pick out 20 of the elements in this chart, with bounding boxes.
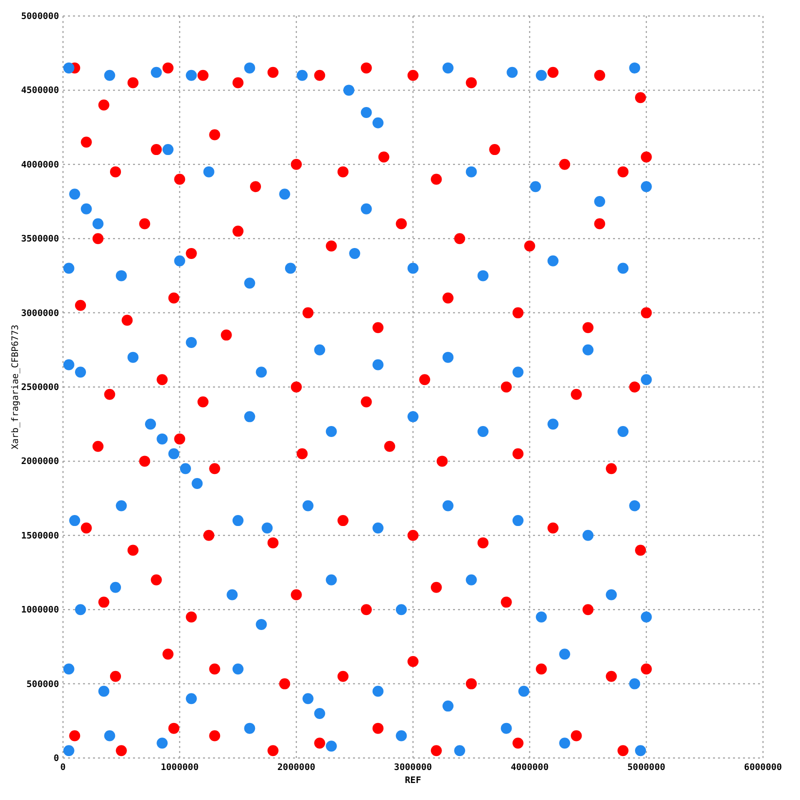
y-tick-label: 1500000 bbox=[21, 531, 59, 542]
y-tick-label: 4000000 bbox=[21, 160, 59, 170]
y-tick-label: 3000000 bbox=[21, 308, 59, 319]
y-tick-label: 4500000 bbox=[21, 86, 59, 96]
y-tick-label: 0 bbox=[54, 754, 59, 764]
y-tick-label: 2500000 bbox=[21, 383, 59, 393]
y-tick-label: 5000000 bbox=[21, 12, 59, 22]
x-tick-label: 5000000 bbox=[627, 763, 666, 773]
x-tick-label: 2000000 bbox=[277, 763, 316, 773]
x-tick-label: 3000000 bbox=[394, 763, 432, 773]
x-tick-label: 1000000 bbox=[160, 763, 199, 773]
y-tick-label: 1000000 bbox=[21, 606, 59, 616]
y-axis-title: Xarb_fragariae_CFBP6773 bbox=[11, 324, 21, 450]
x-tick-label: 0 bbox=[60, 763, 66, 773]
x-axis-title: REF bbox=[404, 776, 422, 786]
x-tick-label: 6000000 bbox=[744, 763, 782, 773]
y-tick-label: 3500000 bbox=[21, 234, 59, 245]
y-tick-label: 500000 bbox=[26, 680, 59, 690]
x-tick-label: 4000000 bbox=[510, 763, 549, 773]
y-tick-label: 2000000 bbox=[21, 457, 59, 468]
